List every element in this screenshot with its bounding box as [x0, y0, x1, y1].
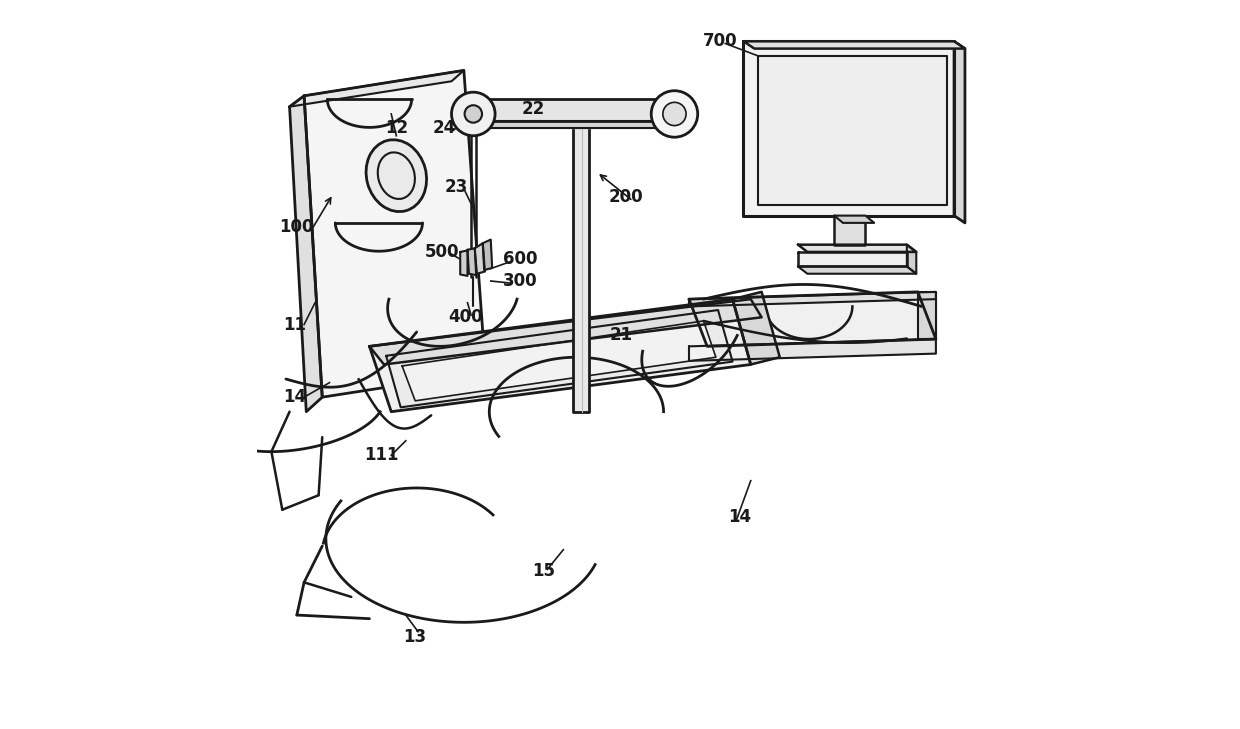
Text: 23: 23 [445, 178, 469, 195]
Polygon shape [835, 216, 866, 245]
Text: 15: 15 [532, 563, 556, 580]
Circle shape [651, 90, 698, 137]
Text: 13: 13 [404, 628, 427, 646]
Text: 11: 11 [283, 316, 306, 334]
Polygon shape [797, 245, 916, 252]
Polygon shape [797, 267, 916, 273]
Polygon shape [797, 252, 906, 267]
Polygon shape [370, 299, 761, 364]
Text: 300: 300 [502, 272, 537, 290]
Text: 600: 600 [502, 250, 537, 268]
Polygon shape [370, 299, 750, 412]
Polygon shape [475, 243, 485, 273]
Text: 111: 111 [365, 446, 399, 464]
Polygon shape [467, 249, 476, 275]
Polygon shape [402, 321, 715, 401]
Polygon shape [474, 99, 675, 121]
Polygon shape [689, 292, 936, 346]
Text: 22: 22 [521, 100, 544, 118]
Polygon shape [744, 42, 954, 216]
Polygon shape [954, 42, 965, 223]
Polygon shape [290, 95, 322, 412]
Ellipse shape [366, 140, 427, 211]
Text: 14: 14 [283, 388, 306, 406]
Circle shape [663, 102, 686, 125]
Text: 12: 12 [384, 120, 408, 138]
Polygon shape [573, 103, 589, 412]
Text: 24: 24 [433, 120, 456, 138]
Circle shape [451, 92, 495, 136]
Polygon shape [835, 216, 874, 223]
Polygon shape [906, 245, 916, 273]
Polygon shape [689, 292, 936, 306]
Circle shape [465, 105, 482, 122]
Polygon shape [482, 240, 492, 270]
Text: 14: 14 [728, 508, 751, 526]
Polygon shape [304, 71, 486, 397]
Polygon shape [918, 292, 936, 339]
Polygon shape [386, 310, 733, 408]
Polygon shape [689, 339, 936, 361]
Polygon shape [460, 251, 467, 276]
Polygon shape [733, 292, 780, 364]
Text: 400: 400 [449, 308, 484, 327]
Text: 700: 700 [703, 32, 738, 50]
Text: 21: 21 [610, 327, 632, 344]
Polygon shape [744, 42, 965, 49]
Polygon shape [474, 121, 675, 128]
Text: 200: 200 [609, 189, 644, 206]
Text: 100: 100 [279, 217, 314, 235]
Polygon shape [290, 71, 464, 106]
Polygon shape [758, 56, 947, 205]
Text: 500: 500 [425, 243, 459, 261]
